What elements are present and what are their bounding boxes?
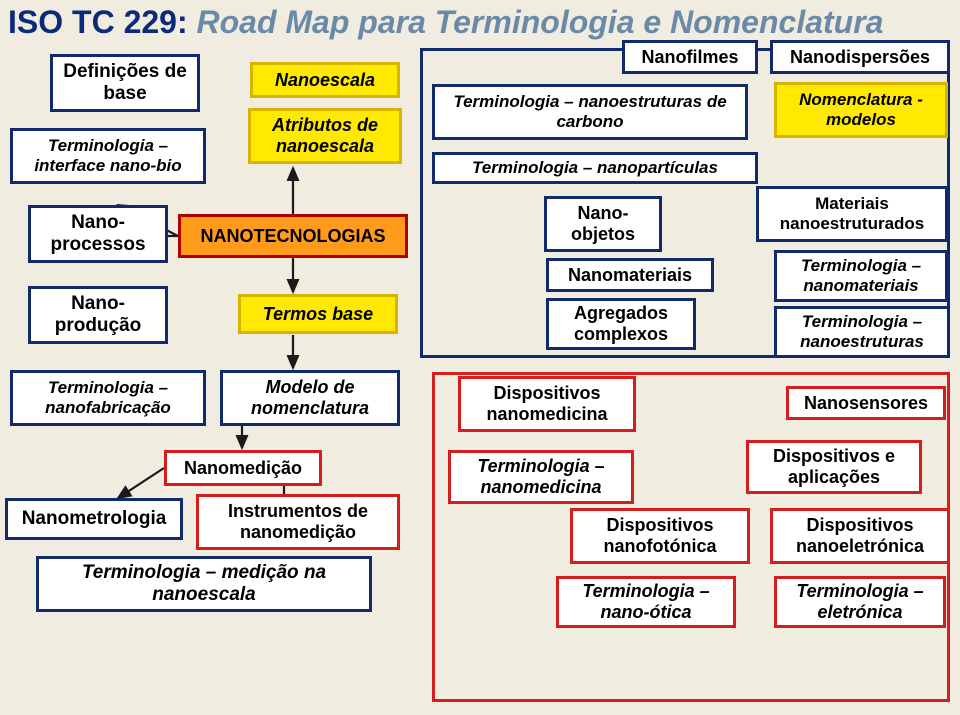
node-nanomat: Nanomateriais: [546, 258, 714, 292]
node-termnanoest: Terminologia – nanoestruturas: [774, 306, 950, 358]
node-nanofilmes: Nanofilmes: [622, 40, 758, 74]
node-nanoobj: Nano-objetos: [544, 196, 662, 252]
node-modelo: Modelo de nomenclatura: [220, 370, 400, 426]
node-interface: Terminologia – interface nano-bio: [10, 128, 206, 184]
node-nomenmod: Nomenclatura - modelos: [774, 82, 948, 138]
node-instrument: Instrumentos de nanomedição: [196, 494, 400, 550]
title-rest: Road Map para Terminologia e Nomenclatur…: [188, 4, 884, 40]
node-atributos: Atributos de nanoescala: [248, 108, 402, 164]
node-nanopart: Terminologia – nanopartículas: [432, 152, 758, 184]
node-nanodisp: Nanodispersões: [770, 40, 950, 74]
node-dispfoto: Dispositivos nanofotónica: [570, 508, 750, 564]
node-dispeletro: Dispositivos nanoeletrónica: [770, 508, 950, 564]
title-iso: ISO TC 229:: [8, 4, 188, 40]
node-nanoestrut: Materiais nanoestruturados: [756, 186, 948, 242]
node-nanometro: Nanometrologia: [5, 498, 183, 540]
node-termosbase: Termos base: [238, 294, 398, 334]
node-agregados: Agregados complexos: [546, 298, 696, 350]
node-termnanomat: Terminologia – nanomateriais: [774, 250, 948, 302]
node-medicao: Terminologia – medição na nanoescala: [36, 556, 372, 612]
node-nanofab: Terminologia – nanofabricação: [10, 370, 206, 426]
node-dispnanomed: Dispositivos nanomedicina: [458, 376, 636, 432]
page-title: ISO TC 229: Road Map para Terminologia e…: [8, 4, 883, 41]
node-nanoescala: Nanoescala: [250, 62, 400, 98]
node-nanomedicao: Nanomedição: [164, 450, 322, 486]
node-termeletro: Terminologia – eletrónica: [774, 576, 946, 628]
node-termcarbono: Terminologia – nanoestruturas de carbono: [432, 84, 748, 140]
node-termnanootic: Terminologia – nano-ótica: [556, 576, 736, 628]
node-producao: Nano-produção: [28, 286, 168, 344]
node-definicoes: Definições de base: [50, 54, 200, 112]
node-dispaplic: Dispositivos e aplicações: [746, 440, 922, 494]
node-nanosens: Nanosensores: [786, 386, 946, 420]
node-termnanomed: Terminologia – nanomedicina: [448, 450, 634, 504]
node-nanotec: NANOTECNOLOGIAS: [178, 214, 408, 258]
node-processos: Nano-processos: [28, 205, 168, 263]
